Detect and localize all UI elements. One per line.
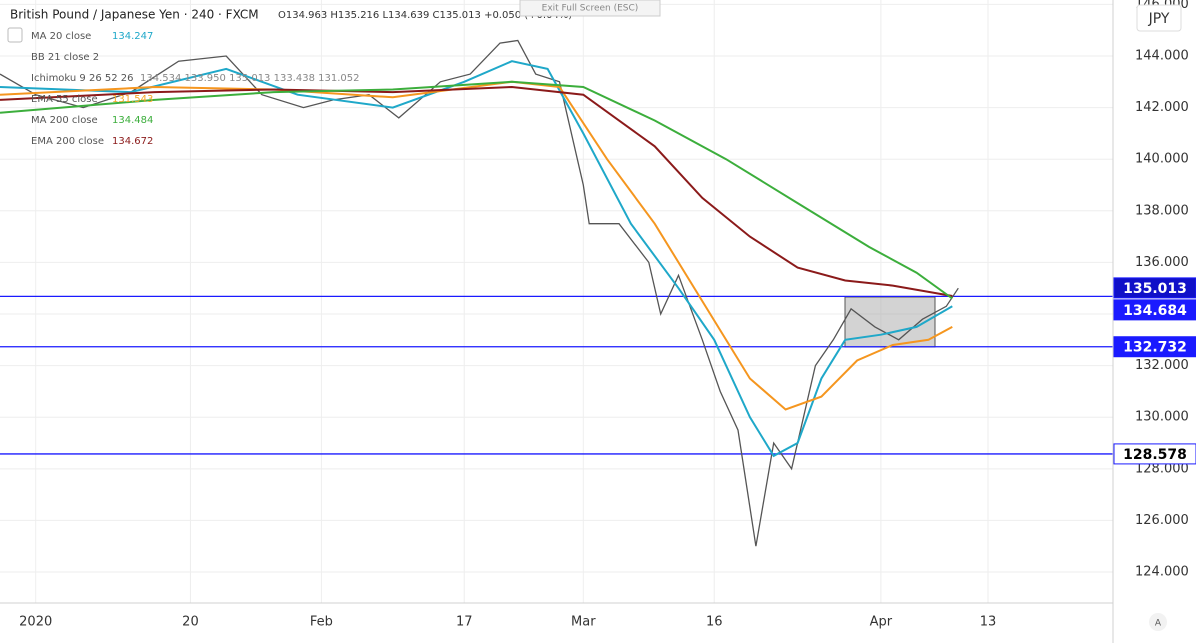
x-tick-label: 20: [182, 615, 199, 630]
tooltip-box: [519, 0, 661, 17]
price-label-box: [1113, 443, 1196, 465]
series-line: [0, 60, 953, 458]
tooltip[interactable]: Exit Full Screen (ESC): [542, 4, 639, 14]
chart-title: British Pound / Japanese Yen · 240 · FXC…: [10, 8, 259, 22]
indicator-value: 134.247: [112, 31, 153, 42]
y-tick-label: 142.000: [1135, 100, 1189, 115]
indicator-name: MA 20 close: [31, 31, 91, 42]
series-line: [0, 85, 953, 297]
x-tick-label: 17: [456, 615, 473, 630]
y-tick-label: 124.000: [1135, 565, 1189, 580]
indicator-name: MA 200 close: [31, 115, 98, 126]
scale-button-bg[interactable]: [1149, 613, 1167, 631]
grid: [0, 0, 1113, 603]
price-label-box: [1113, 336, 1196, 358]
currency-box: [1136, 4, 1182, 32]
drawn-rectangle: [844, 296, 936, 348]
indicator-value: 131.543: [112, 94, 153, 105]
price-label: 135.013: [1123, 281, 1187, 297]
indicator-name: EMA 55 close: [31, 94, 98, 105]
x-tick-label: 2020: [19, 615, 52, 630]
legend: MA 20 close 134.247 BB 21 close 2 Ichimoku …: [31, 31, 359, 147]
y-tick-label: 130.000: [1135, 410, 1189, 425]
x-tick-label: 16: [706, 615, 723, 630]
y-tick-label: 136.000: [1135, 255, 1189, 270]
series-line: [0, 80, 953, 411]
indicator-value: 134.484: [112, 115, 153, 126]
indicator-name: Ichimoku 9 26 52 26: [31, 73, 134, 84]
indicator-value: 134.534 133.950 135.013 133.438 131.052: [140, 73, 359, 84]
ohlc: O134.963 H135.216 L134.639 C135.013 +0.0…: [278, 10, 572, 21]
x-tick-label: 13: [980, 615, 997, 630]
series-line: [0, 80, 953, 300]
y-tick-label: 128.000: [1135, 461, 1189, 476]
series-line: [0, 39, 959, 547]
currency: JPY: [1148, 11, 1170, 27]
price-label-box: [1113, 277, 1196, 299]
price-label: 134.684: [1123, 303, 1187, 319]
scale-button[interactable]: A: [1155, 619, 1162, 629]
x-tick-label: Apr: [870, 615, 893, 630]
y-tick-label: 132.000: [1135, 358, 1189, 373]
y-tick-label: 140.000: [1135, 152, 1189, 167]
price-label-box: [1113, 299, 1196, 321]
collapse-toggle[interactable]: [7, 27, 23, 43]
y-tick-label: 126.000: [1135, 513, 1189, 528]
x-tick-label: Mar: [571, 615, 596, 630]
indicator-name: EMA 200 close: [31, 136, 104, 147]
price-label: 132.732: [1123, 340, 1187, 356]
x-tick-label: Feb: [310, 615, 333, 630]
y-tick-label: 144.000: [1135, 48, 1189, 63]
indicator-name: BB 21 close 2: [31, 52, 99, 63]
plot: [0, 39, 1113, 547]
axes: 124.000126.000128.000130.000132.000134.0…: [19, 0, 1196, 630]
y-tick-label: 138.000: [1135, 203, 1189, 218]
indicator-value: 134.672: [112, 136, 153, 147]
price-label: 128.578: [1123, 447, 1187, 463]
